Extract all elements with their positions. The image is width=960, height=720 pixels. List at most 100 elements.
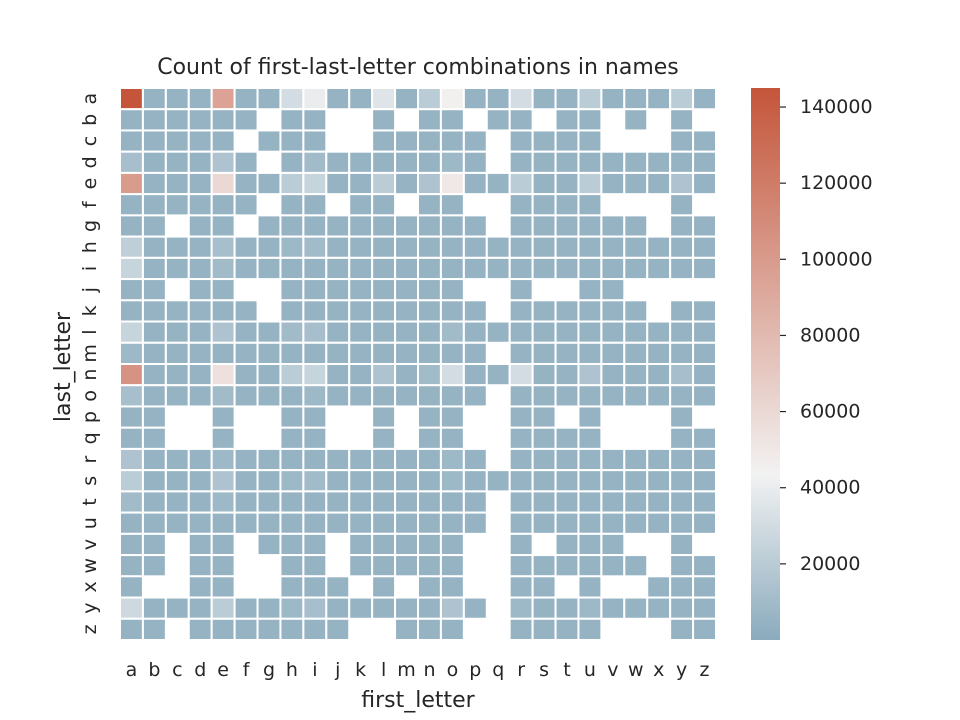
heatmap-cell-k-b: [141, 299, 167, 323]
heatmap-cell-l-e: [210, 320, 236, 344]
heatmap-cell-s-t: [554, 469, 580, 493]
heatmap-cell-o-o: [439, 384, 465, 408]
heatmap-cell-d-u: [577, 150, 603, 174]
y-axis-label: last_letter: [51, 311, 76, 422]
heatmap-cell-n-w: [623, 363, 649, 387]
heatmap-cell-h-n: [417, 235, 442, 259]
x-axis-label: first_letter: [361, 688, 475, 713]
heatmap-cell-s-r: [508, 469, 534, 493]
colorbar-tick-label-40000: 40000: [800, 477, 860, 499]
heatmap-cell-r-g: [256, 447, 282, 472]
heatmap-cell-g-l: [371, 214, 397, 238]
heatmap-cell-y-c: [164, 596, 190, 620]
chart-title: Count of first-last-letter combinations …: [157, 55, 679, 80]
heatmap-cell-k-c: [164, 299, 190, 323]
heatmap-cell-e-z: [692, 171, 717, 196]
heatmap-cell-o-z: [692, 384, 717, 408]
heatmap-cell-g-k: [348, 214, 374, 238]
heatmap-cell-m-b: [141, 341, 167, 365]
heatmap-cell-u-t: [554, 511, 580, 535]
heatmap-cell-f-e: [210, 193, 236, 217]
heatmap-cell-e-s: [531, 171, 557, 196]
heatmap-cell-c-c: [164, 129, 190, 153]
heatmap-cell-q-z: [692, 426, 717, 450]
heatmap-cell-q-a: [119, 426, 144, 450]
heatmap-cell-e-g: [256, 171, 282, 196]
heatmap-cell-e-q: [485, 171, 511, 196]
heatmap-cell-w-w: [623, 554, 649, 578]
heatmap-cell-u-x: [646, 511, 672, 535]
heatmap-cell-a-u: [577, 87, 603, 111]
x-tick-m: m: [397, 659, 416, 681]
heatmap-cell-b-d: [187, 108, 213, 132]
heatmap-cell-a-y: [669, 87, 695, 111]
heatmap-cell-b-r: [508, 108, 534, 132]
heatmap-cell-z-b: [141, 617, 167, 641]
x-tick-l: l: [381, 659, 386, 681]
heatmap-cell-j-h: [279, 278, 305, 302]
heatmap-cell-h-z: [692, 235, 717, 259]
heatmap-cell-l-r: [508, 320, 534, 344]
heatmap-cell-v-t: [554, 532, 580, 557]
heatmap-cell-n-p: [462, 363, 488, 387]
heatmap-cell-w-l: [371, 554, 397, 578]
heatmap-cell-e-c: [164, 171, 190, 196]
heatmap-cell-z-e: [210, 617, 236, 641]
heatmap-cell-q-r: [508, 426, 534, 450]
heatmap-cell-t-s: [531, 490, 557, 514]
heatmap-cell-g-a: [119, 214, 144, 238]
heatmap-cell-s-m: [394, 469, 420, 493]
heatmap-cell-t-b: [141, 490, 167, 514]
heatmap-cell-x-a: [119, 575, 144, 599]
heatmap-cell-l-x: [646, 320, 672, 344]
heatmap-cell-o-f: [233, 384, 259, 408]
heatmap-cell-m-v: [600, 341, 626, 365]
heatmap-cell-g-e: [210, 214, 236, 238]
heatmap-cell-t-k: [348, 490, 374, 514]
heatmap-cell-c-d: [187, 129, 213, 153]
heatmap-cell-a-w: [623, 87, 649, 111]
y-tick-q: q: [79, 432, 101, 444]
heatmap-cell-e-h: [279, 171, 305, 196]
heatmap-cell-c-y: [669, 129, 695, 153]
heatmap-cell-h-e: [210, 235, 236, 259]
heatmap-cell-f-t: [554, 193, 580, 217]
heatmap-cell-a-v: [600, 87, 626, 111]
heatmap-cell-i-j: [325, 256, 351, 281]
heatmap-cell-s-d: [187, 469, 213, 493]
x-tick-u: u: [584, 659, 596, 681]
heatmap-cell-k-o: [439, 299, 465, 323]
heatmap-cell-j-j: [325, 278, 351, 302]
heatmap-cell-s-j: [325, 469, 351, 493]
heatmap-cell-j-a: [119, 278, 144, 302]
heatmap-cell-e-a: [119, 171, 144, 196]
heatmap-cell-l-v: [600, 320, 626, 344]
heatmap-cell-i-k: [348, 256, 374, 281]
heatmap-cell-l-i: [302, 320, 328, 344]
heatmap-cell-t-e: [210, 490, 236, 514]
heatmap-cell-n-d: [187, 363, 213, 387]
heatmap-cell-a-l: [371, 87, 397, 111]
heatmap-cell-j-k: [348, 278, 374, 302]
heatmap-cell-v-y: [669, 532, 695, 557]
y-tick-j: j: [79, 287, 101, 293]
heatmap-cell-r-h: [279, 447, 305, 472]
heatmap-cell-v-g: [256, 532, 282, 557]
heatmap-cell-p-s: [531, 405, 557, 429]
heatmap-cell-i-f: [233, 256, 259, 281]
heatmap-cell-y-p: [462, 596, 488, 620]
heatmap-cell-f-h: [279, 193, 305, 217]
heatmap-cell-x-n: [417, 575, 442, 599]
heatmap-cell-m-c: [164, 341, 190, 365]
heatmap-cell-r-f: [233, 447, 259, 472]
heatmap-cell-c-g: [256, 129, 282, 153]
heatmap-cell-y-o: [439, 596, 465, 620]
heatmap-cell-s-n: [417, 469, 442, 493]
heatmap-cell-s-c: [164, 469, 190, 493]
heatmap-cell-k-h: [279, 299, 305, 323]
heatmap-cell-u-u: [577, 511, 603, 535]
heatmap-cell-p-n: [417, 405, 442, 429]
heatmap-cell-r-d: [187, 447, 213, 472]
heatmap-cell-e-w: [623, 171, 649, 196]
heatmap-cell-j-o: [439, 278, 465, 302]
